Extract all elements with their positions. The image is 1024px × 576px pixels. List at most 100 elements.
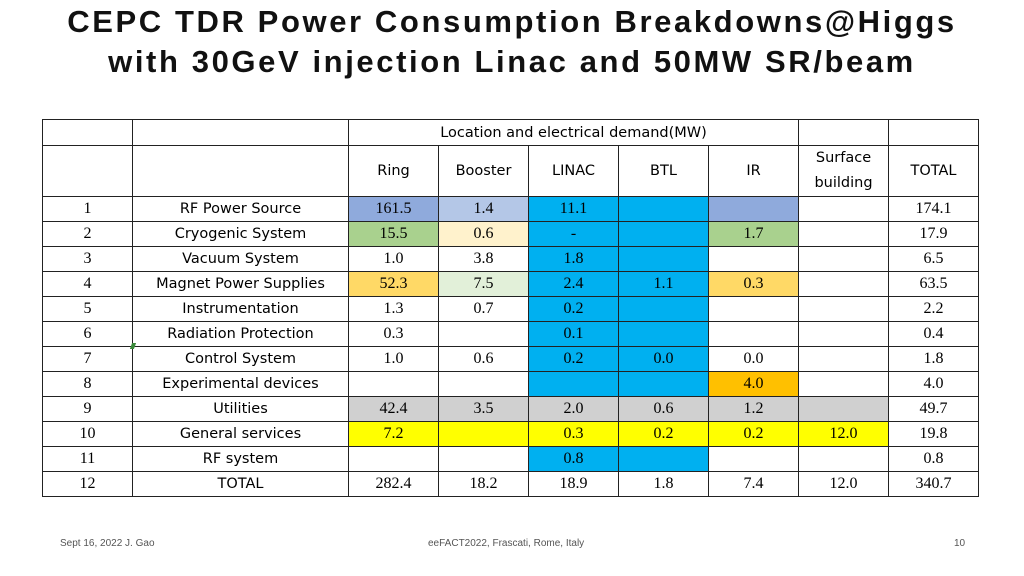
cell-ring — [348, 446, 439, 472]
table-row: 4 Magnet Power Supplies 52.3 7.5 2.4 1.1… — [42, 271, 979, 297]
cell-surface — [798, 321, 889, 347]
cell-booster — [438, 371, 529, 397]
cell-ir — [708, 296, 799, 322]
cell-btl: 1.8 — [618, 471, 709, 497]
cell-ir: 0.2 — [708, 421, 799, 447]
cell-btl — [618, 371, 709, 397]
header-empty-surface — [798, 119, 889, 146]
system-name: Radiation Protection — [132, 321, 349, 347]
slide-title-line-1: CEPC TDR Power Consumption Breakdowns@Hi… — [67, 4, 957, 39]
cell-surface — [798, 371, 889, 397]
cell-ir — [708, 246, 799, 272]
cell-btl — [618, 196, 709, 222]
cell-linac: 0.2 — [528, 346, 619, 372]
row-number: 11 — [42, 446, 133, 472]
cell-linac: 11.1 — [528, 196, 619, 222]
col-header-total: TOTAL — [888, 145, 979, 197]
cell-ring: 161.5 — [348, 196, 439, 222]
cell-linac: 0.1 — [528, 321, 619, 347]
cell-surface — [798, 446, 889, 472]
table-row-total: 12 TOTAL 282.4 18.2 18.9 1.8 7.4 12.0 34… — [42, 471, 979, 497]
cell-booster: 3.8 — [438, 246, 529, 272]
cell-ir: 1.2 — [708, 396, 799, 422]
table-row: 9 Utilities 42.4 3.5 2.0 0.6 1.2 49.7 — [42, 396, 979, 422]
row-number: 4 — [42, 271, 133, 297]
system-name: Control System — [132, 346, 349, 372]
cell-surface — [798, 271, 889, 297]
cell-ring: 42.4 — [348, 396, 439, 422]
table-row: 1 RF Power Source 161.5 1.4 11.1 174.1 — [42, 196, 979, 222]
cell-booster — [438, 321, 529, 347]
col-header-surface-building: Surface building — [798, 145, 889, 197]
cell-ring: 0.3 — [348, 321, 439, 347]
cell-linac: 1.8 — [528, 246, 619, 272]
table-row: 5 Instrumentation 1.3 0.7 0.2 2.2 — [42, 296, 979, 322]
cell-btl — [618, 221, 709, 247]
header-empty-system — [132, 119, 349, 146]
cell-surface — [798, 346, 889, 372]
system-name: General services — [132, 421, 349, 447]
col-header-booster: Booster — [438, 145, 529, 197]
cell-ring: 1.3 — [348, 296, 439, 322]
system-name: Utilities — [132, 396, 349, 422]
cell-linac: - — [528, 221, 619, 247]
header-empty-total — [888, 119, 979, 146]
row-number: 8 — [42, 371, 133, 397]
cell-surface — [798, 221, 889, 247]
cell-ring: 1.0 — [348, 346, 439, 372]
cell-btl: 1.1 — [618, 271, 709, 297]
cell-booster: 0.7 — [438, 296, 529, 322]
cell-ir: 0.3 — [708, 271, 799, 297]
row-number: 7 — [42, 346, 133, 372]
row-number: 10 — [42, 421, 133, 447]
table-row: 2 Cryogenic System 15.5 0.6 - 1.7 17.9 — [42, 221, 979, 247]
cell-surface — [798, 196, 889, 222]
power-consumption-table: Location and electrical demand(MW) Ring … — [42, 119, 979, 497]
cell-booster: 3.5 — [438, 396, 529, 422]
cell-ir — [708, 196, 799, 222]
col-header-btl: BTL — [618, 145, 709, 197]
cell-linac: 2.4 — [528, 271, 619, 297]
cell-total: 340.7 — [888, 471, 979, 497]
col-header-ir: IR — [708, 145, 799, 197]
cell-linac: 2.0 — [528, 396, 619, 422]
system-name: RF system — [132, 446, 349, 472]
cell-total: 49.7 — [888, 396, 979, 422]
cell-booster — [438, 446, 529, 472]
cell-total: 1.8 — [888, 346, 979, 372]
row-number: 3 — [42, 246, 133, 272]
table-row: 10 General services 7.2 0.3 0.2 0.2 12.0… — [42, 421, 979, 447]
cell-btl: 0.0 — [618, 346, 709, 372]
cell-total: 6.5 — [888, 246, 979, 272]
cell-booster: 18.2 — [438, 471, 529, 497]
row-number: 1 — [42, 196, 133, 222]
cell-ring: 15.5 — [348, 221, 439, 247]
cell-ring: 52.3 — [348, 271, 439, 297]
cell-booster: 0.6 — [438, 221, 529, 247]
row-number: 9 — [42, 396, 133, 422]
cell-total: 2.2 — [888, 296, 979, 322]
system-name: Experimental devices — [132, 371, 349, 397]
header-empty-no-2 — [42, 145, 133, 197]
column-header-row: Ring Booster LINAC BTL IR Surface buildi… — [42, 145, 979, 197]
table-row: 3 Vacuum System 1.0 3.8 1.8 6.5 — [42, 246, 979, 272]
cell-total: 63.5 — [888, 271, 979, 297]
cell-ir — [708, 321, 799, 347]
table-row: 11 RF system 0.8 0.8 — [42, 446, 979, 472]
cell-ring: 1.0 — [348, 246, 439, 272]
table-row: 8 Experimental devices 4.0 4.0 — [42, 371, 979, 397]
cell-btl — [618, 296, 709, 322]
cell-booster: 0.6 — [438, 346, 529, 372]
row-number: 2 — [42, 221, 133, 247]
cell-btl: 0.2 — [618, 421, 709, 447]
cell-ir: 7.4 — [708, 471, 799, 497]
row-number: 5 — [42, 296, 133, 322]
footer-page-number: 10 — [954, 538, 966, 549]
cell-surface — [798, 246, 889, 272]
cell-surface: 12.0 — [798, 421, 889, 447]
row-number: 6 — [42, 321, 133, 347]
col-header-linac: LINAC — [528, 145, 619, 197]
cell-total: 0.4 — [888, 321, 979, 347]
cell-linac: 0.8 — [528, 446, 619, 472]
cell-linac — [528, 371, 619, 397]
